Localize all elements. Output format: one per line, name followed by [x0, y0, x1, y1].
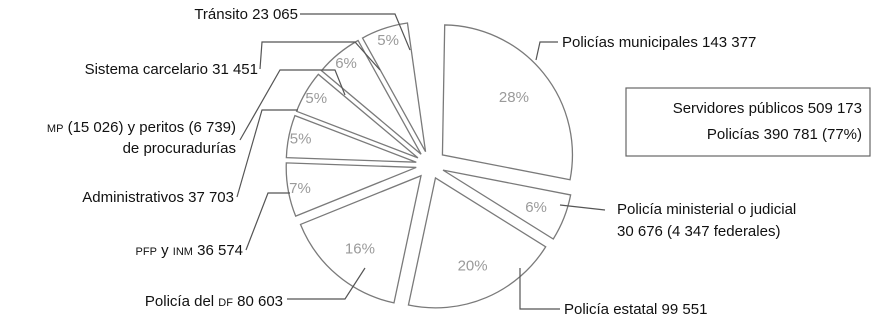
leader-line-ministerial — [559, 204, 606, 211]
label-df: Policía del DF 80 603 — [145, 293, 283, 310]
leader-line-df — [287, 267, 366, 300]
pct-label-administrativos_pct: 7% — [289, 180, 311, 197]
slices-layer — [285, 22, 574, 309]
pie-slice-municipales — [441, 24, 574, 181]
pct-label-estatal: 20% — [458, 257, 488, 274]
label-procuradurias-line2: de procuradurías — [123, 140, 236, 157]
leader-line-procuradurias — [239, 69, 346, 141]
leader-line-estatal — [519, 268, 560, 310]
labels-layer: 28% 6% 20% 16% 7% 5% 5% 6% 5% Policías municipale… — [47, 6, 796, 318]
pct-label-transito: 5% — [377, 32, 399, 49]
pct-label-procuradurias: 5% — [290, 131, 312, 148]
pie-slice-procuradurias — [285, 114, 417, 163]
pie-slice-cimc — [320, 39, 422, 155]
summary-line-servidores: Servidores públicos 509 173 — [673, 100, 862, 117]
pie-slice-estatal — [407, 176, 547, 309]
summary-box-frame — [625, 87, 871, 157]
label-municipales: Policías municipales 143 377 — [562, 34, 756, 51]
leader-line-administrativos — [236, 109, 298, 198]
label-transito: Tránsito 23 065 — [194, 6, 298, 23]
pie-slice-carcelario — [295, 73, 419, 159]
label-ministerial-line2: 30 676 (4 347 federales) — [617, 223, 780, 240]
leader-line-carcelario — [259, 41, 381, 71]
label-administrativos: Administrativos 37 703 — [82, 189, 234, 206]
summary-box: Servidores públicos 509 173 Policías 390… — [625, 87, 871, 157]
leaders-layer — [236, 13, 606, 310]
pie-slice-ministerial — [442, 169, 572, 240]
label-pfp-inm: PFP y INM 36 574 — [136, 242, 243, 259]
label-procuradurias-line1: MP (15 026) y peritos (6 739) — [47, 119, 236, 136]
label-estatal: Policía estatal 99 551 — [564, 301, 707, 318]
label-carcelario: Sistema carcelario 31 451 — [85, 61, 258, 78]
pct-label-cimc: 6% — [335, 55, 357, 72]
label-ministerial-line1: Policía ministerial o judicial — [617, 201, 796, 218]
pct-label-ministerial: 6% — [525, 199, 547, 216]
summary-line-policias: Policías 390 781 (77%) — [707, 126, 862, 143]
pct-label-df: 16% — [345, 240, 375, 257]
pie-slice-administrativos_pct — [285, 162, 417, 217]
leader-line-pfp_inm — [245, 192, 290, 251]
pie-slice-df — [299, 174, 422, 304]
pct-label-carcelario: 5% — [305, 90, 327, 107]
pie-slice-transito — [361, 22, 427, 153]
leader-line-transito — [300, 13, 411, 51]
leader-line-municipales — [535, 41, 558, 61]
pct-label-municipales: 28% — [499, 89, 529, 106]
